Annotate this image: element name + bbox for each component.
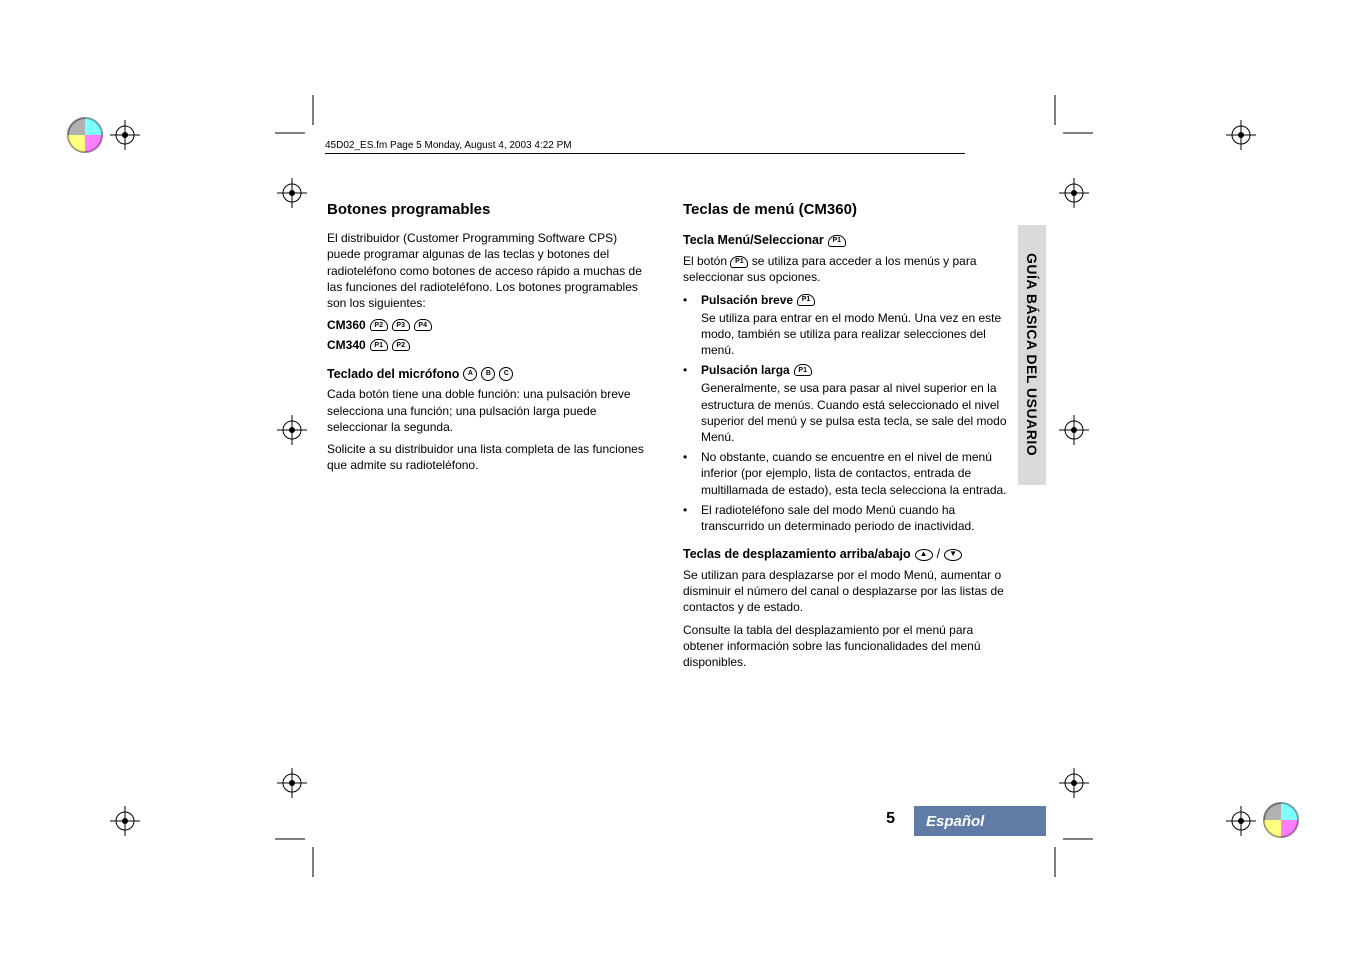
p4-button-icon: P4 bbox=[414, 319, 432, 331]
p1-button-icon: P1 bbox=[828, 235, 846, 247]
list-item: El radioteléfono sale del modo Menú cuan… bbox=[683, 502, 1007, 534]
up-arrow-icon: ▲ bbox=[915, 549, 933, 561]
p1-button-icon: P1 bbox=[370, 339, 388, 351]
down-arrow-icon: ▼ bbox=[944, 549, 962, 561]
right-p3: Consulte la tabla del desplazamiento por… bbox=[683, 622, 1007, 671]
slash: / bbox=[937, 546, 940, 563]
long-press-text: Generalmente, se usa para pasar al nivel… bbox=[701, 380, 1007, 445]
registration-mark-icon bbox=[110, 806, 140, 836]
side-tab: GUÍA BÁSICA DEL USUARIO bbox=[1018, 225, 1046, 485]
crop-mark-icon bbox=[275, 835, 317, 877]
registration-mark-icon bbox=[1059, 415, 1089, 445]
right-heading: Teclas de menú (CM360) bbox=[683, 200, 1007, 220]
scroll-keys-heading: Teclas de desplazamiento arriba/abajo ▲ /… bbox=[683, 546, 1007, 563]
model-cm340: CM340 P1 P2 bbox=[327, 337, 651, 353]
right-p1: El botón P1 se utiliza para acceder a lo… bbox=[683, 253, 1007, 285]
crop-mark-icon bbox=[275, 95, 317, 137]
p2-button-icon: P2 bbox=[370, 319, 388, 331]
registration-mark-icon bbox=[110, 120, 140, 150]
left-column: Botones programables El distribuidor (Cu… bbox=[327, 200, 651, 676]
b3-text: No obstante, cuando se encuentre en el n… bbox=[701, 449, 1007, 498]
page-header: 45D02_ES.fm Page 5 Monday, August 4, 200… bbox=[325, 140, 965, 154]
p3-button-icon: P3 bbox=[392, 319, 410, 331]
registration-mark-icon bbox=[1059, 768, 1089, 798]
right-p1a: El botón bbox=[683, 254, 727, 268]
model-cm360: CM360 P2 P3 P4 bbox=[327, 317, 651, 333]
mic-keyboard-heading: Teclado del micrófono A B C bbox=[327, 366, 651, 383]
right-column: Teclas de menú (CM360) Tecla Menú/Selecc… bbox=[683, 200, 1007, 676]
left-p2: Cada botón tiene una doble función: una … bbox=[327, 386, 651, 435]
bullet-list: Pulsación breve P1 Se utiliza para entra… bbox=[683, 292, 1007, 535]
cm360-label: CM360 bbox=[327, 317, 366, 333]
registration-mark-icon bbox=[1059, 178, 1089, 208]
p2-button-icon: P2 bbox=[392, 339, 410, 351]
p1-button-icon-inline: P1 bbox=[730, 256, 748, 268]
b4-text: El radioteléfono sale del modo Menú cuan… bbox=[701, 502, 1007, 534]
language-label: Español bbox=[926, 813, 984, 830]
short-press-label: Pulsación breve bbox=[701, 292, 793, 308]
list-item: Pulsación breve P1 Se utiliza para entra… bbox=[683, 292, 1007, 359]
list-item: No obstante, cuando se encuentre en el n… bbox=[683, 449, 1007, 498]
list-item: Pulsación larga P1 Generalmente, se usa … bbox=[683, 362, 1007, 445]
right-p2: Se utilizan para desplazarse por el modo… bbox=[683, 567, 1007, 616]
registration-mark-icon bbox=[277, 768, 307, 798]
short-press-text: Se utiliza para entrar en el modo Menú. … bbox=[701, 310, 1007, 359]
registration-mark-icon bbox=[1226, 806, 1256, 836]
scroll-heading-text: Teclas de desplazamiento arriba/abajo bbox=[683, 546, 911, 563]
left-heading: Botones programables bbox=[327, 200, 651, 220]
registration-mark-icon bbox=[277, 415, 307, 445]
left-p1: El distribuidor (Customer Programming So… bbox=[327, 230, 651, 311]
p1-button-icon: P1 bbox=[794, 364, 812, 376]
a-button-icon: A bbox=[463, 367, 477, 381]
crop-mark-icon bbox=[1051, 95, 1093, 137]
right-p1b: se utiliza para acceder a los menús y pa… bbox=[683, 254, 977, 284]
cm340-label: CM340 bbox=[327, 337, 366, 353]
page-number: 5 bbox=[886, 810, 895, 828]
p1-button-icon: P1 bbox=[797, 294, 815, 306]
registration-mark-icon bbox=[1226, 120, 1256, 150]
side-tab-text: GUÍA BÁSICA DEL USUARIO bbox=[1024, 253, 1040, 456]
left-p3: Solicite a su distribuidor una lista com… bbox=[327, 441, 651, 473]
content-area: Botones programables El distribuidor (Cu… bbox=[327, 200, 1007, 676]
b-button-icon: B bbox=[481, 367, 495, 381]
crop-mark-icon bbox=[1051, 835, 1093, 877]
color-wheel-icon bbox=[1261, 800, 1301, 840]
menu-select-text: Tecla Menú/Seleccionar bbox=[683, 232, 824, 249]
c-button-icon: C bbox=[499, 367, 513, 381]
language-box: Español bbox=[914, 806, 1046, 836]
color-wheel-icon bbox=[65, 115, 105, 155]
menu-select-heading: Tecla Menú/Seleccionar P1 bbox=[683, 232, 1007, 249]
mic-heading-text: Teclado del micrófono bbox=[327, 366, 459, 383]
registration-mark-icon bbox=[277, 178, 307, 208]
long-press-label: Pulsación larga bbox=[701, 362, 790, 378]
